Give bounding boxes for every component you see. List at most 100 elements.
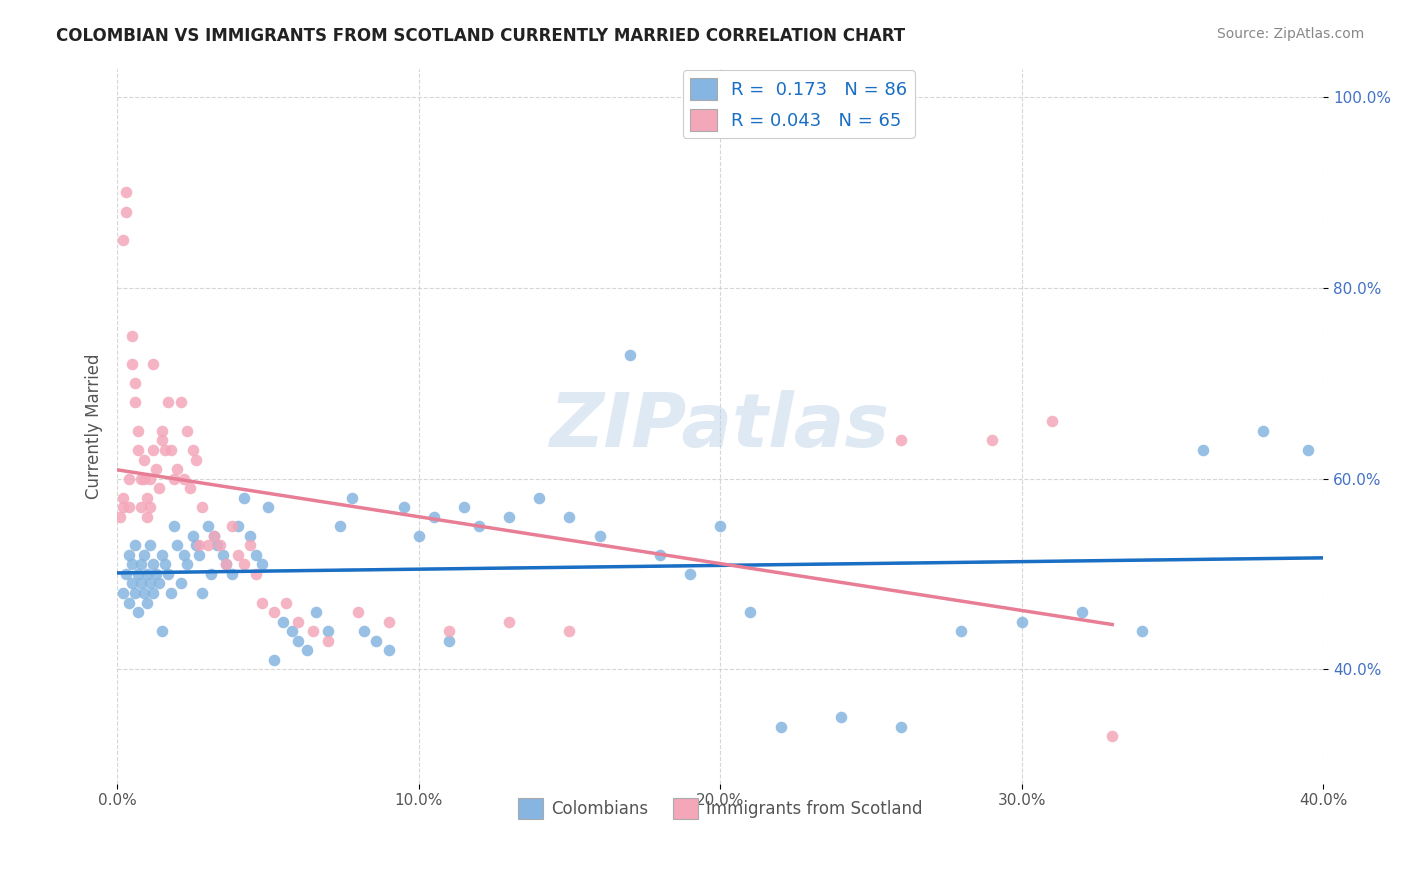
Point [181, 442, 204, 457]
Point [1191, 442, 1213, 457]
Point [115, 566, 138, 581]
Point [173, 472, 195, 486]
Point [152, 624, 174, 639]
Point [197, 538, 219, 552]
Point [187, 548, 209, 562]
Point [215, 558, 238, 572]
Point [295, 643, 318, 657]
Point [197, 519, 219, 533]
Point [152, 424, 174, 438]
Point [127, 566, 149, 581]
Point [148, 576, 170, 591]
Point [112, 586, 135, 600]
Point [155, 442, 177, 457]
Point [232, 558, 254, 572]
Text: Source: ZipAtlas.com: Source: ZipAtlas.com [1216, 27, 1364, 41]
Legend: Colombians, Immigrants from Scotland: Colombians, Immigrants from Scotland [510, 792, 929, 825]
Point [245, 548, 267, 562]
Point [353, 624, 375, 639]
Point [468, 519, 491, 533]
Point [392, 500, 415, 515]
Point [1011, 615, 1033, 629]
Text: COLOMBIAN VS IMMIGRANTS FROM SCOTLAND CURRENTLY MARRIED CORRELATION CHART: COLOMBIAN VS IMMIGRANTS FROM SCOTLAND CU… [56, 27, 905, 45]
Point [250, 596, 273, 610]
Point [205, 538, 228, 552]
Point [142, 357, 165, 371]
Point [1101, 729, 1123, 743]
Point [342, 491, 364, 505]
Point [239, 529, 262, 543]
Point [142, 586, 165, 600]
Point [423, 509, 446, 524]
Point [1040, 414, 1063, 428]
Point [163, 472, 186, 486]
Point [208, 538, 231, 552]
Point [152, 434, 174, 448]
Point [226, 519, 249, 533]
Point [200, 566, 222, 581]
Point [134, 548, 156, 562]
Point [112, 491, 135, 505]
Point [1296, 442, 1319, 457]
Point [131, 500, 153, 515]
Point [131, 558, 153, 572]
Point [118, 548, 141, 562]
Point [152, 548, 174, 562]
Point [202, 529, 225, 543]
Point [124, 586, 146, 600]
Point [263, 605, 285, 619]
Point [139, 576, 162, 591]
Point [890, 719, 912, 733]
Point [239, 538, 262, 552]
Point [257, 500, 280, 515]
Point [121, 558, 143, 572]
Point [558, 509, 581, 524]
Point [558, 624, 581, 639]
Point [215, 558, 238, 572]
Point [127, 605, 149, 619]
Point [166, 462, 188, 476]
Point [121, 357, 143, 371]
Point [173, 548, 195, 562]
Point [124, 538, 146, 552]
Point [190, 586, 212, 600]
Point [145, 566, 167, 581]
Point [316, 624, 339, 639]
Y-axis label: Currently Married: Currently Married [86, 353, 103, 499]
Point [588, 529, 610, 543]
Point [139, 500, 162, 515]
Point [148, 481, 170, 495]
Point [830, 710, 852, 724]
Point [157, 395, 180, 409]
Point [950, 624, 973, 639]
Point [134, 586, 156, 600]
Point [169, 576, 191, 591]
Point [166, 538, 188, 552]
Point [155, 558, 177, 572]
Point [377, 615, 399, 629]
Point [347, 605, 370, 619]
Point [287, 633, 309, 648]
Point [226, 548, 249, 562]
Point [281, 624, 304, 639]
Point [142, 558, 165, 572]
Point [136, 491, 159, 505]
Point [740, 605, 762, 619]
Point [139, 472, 162, 486]
Point [890, 434, 912, 448]
Point [263, 653, 285, 667]
Point [648, 548, 671, 562]
Point [136, 509, 159, 524]
Point [176, 558, 198, 572]
Point [287, 615, 309, 629]
Point [160, 586, 183, 600]
Point [408, 529, 430, 543]
Point [769, 719, 792, 733]
Point [157, 566, 180, 581]
Point [302, 624, 325, 639]
Point [437, 624, 460, 639]
Point [115, 186, 138, 200]
Point [316, 633, 339, 648]
Point [169, 395, 191, 409]
Point [134, 472, 156, 486]
